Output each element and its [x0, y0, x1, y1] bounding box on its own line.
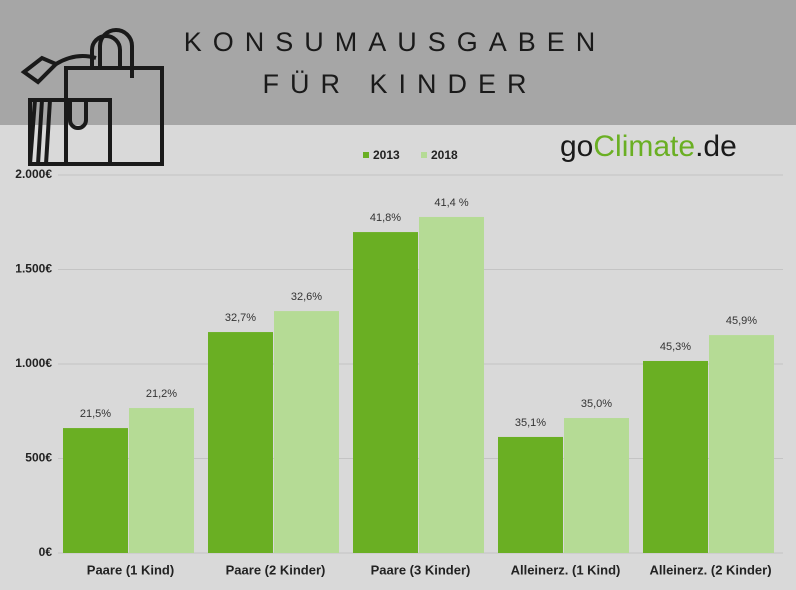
share-label: 32,7%	[225, 312, 256, 324]
bar	[129, 408, 194, 553]
bar	[353, 232, 418, 553]
bar	[498, 436, 563, 553]
share-label: 21,2%	[146, 388, 177, 400]
legend-swatch	[363, 152, 369, 158]
bar	[643, 360, 708, 553]
x-tick-label: Alleinerz. (1 Kind)	[511, 562, 621, 577]
bar	[208, 332, 273, 553]
title-line: KONSUMAUSGABEN	[184, 27, 607, 57]
y-tick-label: 1.000€	[15, 356, 52, 370]
share-label: 41,8%	[370, 212, 401, 224]
share-label: 45,3%	[660, 341, 691, 353]
share-label: 35,1%	[515, 417, 546, 429]
x-tick-label: Alleinerz. (2 Kinder)	[649, 562, 771, 577]
brand-part: Climate	[593, 130, 695, 163]
legend-swatch	[421, 152, 427, 158]
x-tick-label: Paare (2 Kinder)	[226, 562, 326, 577]
bar	[274, 311, 339, 553]
share-label: 35,0%	[581, 398, 612, 410]
bar	[419, 216, 484, 553]
bar	[63, 428, 128, 553]
brand-part: .de	[695, 130, 737, 163]
share-label: 45,9%	[726, 315, 757, 327]
y-tick-label: 0€	[39, 545, 53, 559]
bar	[564, 418, 629, 553]
y-tick-label: 2.000€	[15, 167, 52, 181]
share-label: 21,5%	[80, 408, 111, 420]
x-tick-label: Paare (1 Kind)	[87, 562, 174, 577]
share-label: 41,4 %	[434, 197, 468, 209]
shopping-bag-icon	[20, 28, 164, 166]
legend-label: 2018	[431, 148, 458, 162]
share-label: 32,6%	[291, 291, 322, 303]
x-tick-label: Paare (3 Kinder)	[371, 562, 471, 577]
legend-label: 2013	[373, 148, 400, 162]
y-tick-label: 500€	[25, 451, 52, 465]
brand: goClimate.de	[560, 130, 737, 163]
brand-part: go	[560, 130, 593, 163]
title-line: FÜR KINDER	[262, 69, 537, 99]
y-tick-label: 1.500€	[15, 262, 52, 276]
bar	[709, 335, 774, 553]
